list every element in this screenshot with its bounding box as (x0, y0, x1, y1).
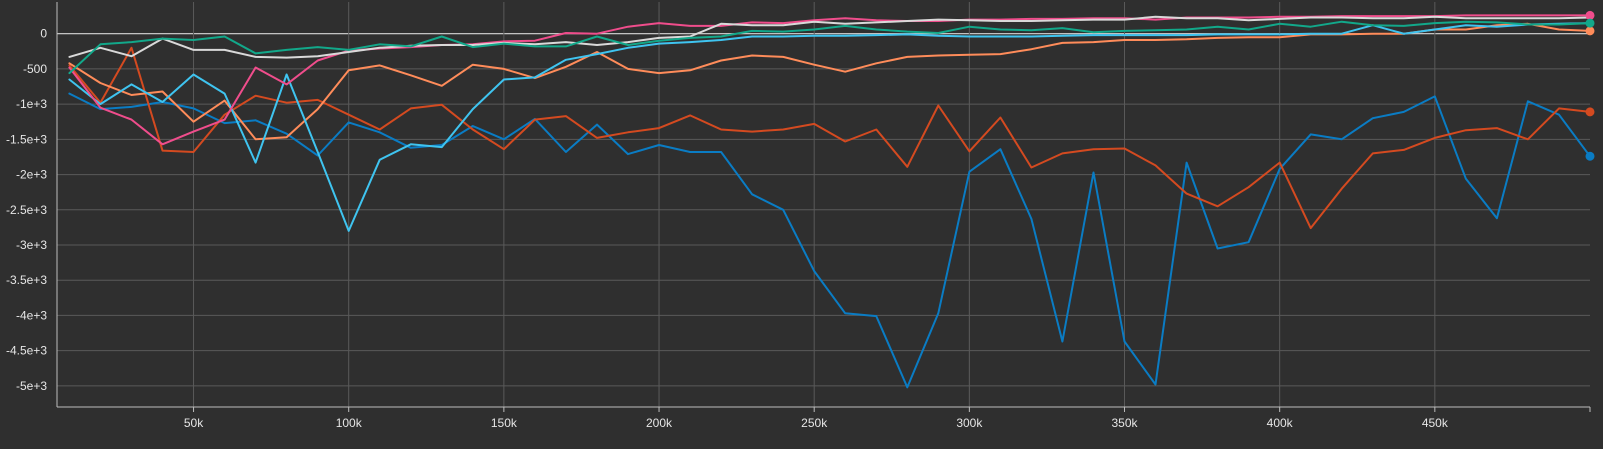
series-line-7 (68, 20, 1591, 75)
y-tick-label: -5e+3 (16, 379, 47, 393)
series-end-point-2[interactable] (1585, 107, 1595, 117)
y-tick-label: -1.5e+3 (6, 132, 47, 146)
y-tick-label: -2e+3 (16, 168, 47, 182)
x-tick-label: 450k (1422, 416, 1449, 430)
series-end-point-7[interactable] (1585, 18, 1595, 28)
series-line-4 (68, 22, 1591, 232)
y-tick-label: -3.5e+3 (6, 273, 47, 287)
series-end-point-5[interactable] (1585, 10, 1595, 20)
series-line-5 (68, 14, 1591, 146)
series-end-point-1[interactable] (1585, 151, 1595, 161)
y-tick-label: -500 (23, 62, 47, 76)
series-end-point-3[interactable] (1585, 26, 1595, 36)
series-line-1 (68, 92, 1591, 389)
gridlines (57, 2, 1590, 407)
series-line-6 (68, 15, 1591, 59)
y-tick-label: -4e+3 (16, 308, 47, 322)
y-tick-label: -2.5e+3 (6, 203, 47, 217)
y-tick-label: -1e+3 (16, 97, 47, 111)
end-markers (1585, 10, 1595, 161)
y-tick-label: -4.5e+3 (6, 344, 47, 358)
y-tick-label: 0 (40, 27, 47, 41)
series-lines (68, 14, 1591, 389)
axes (56, 2, 1591, 412)
x-tick-label: 50k (184, 416, 204, 430)
tick-labels: 0 -500 -1e+3 -1.5e+3 -2e+3 -2.5e+3 -3e+3 -3.5e+… (6, 27, 1449, 430)
series-line-3 (68, 22, 1591, 141)
x-tick-label: 400k (1267, 416, 1294, 430)
x-tick-label: 350k (1111, 416, 1138, 430)
x-tick-label: 250k (801, 416, 828, 430)
x-tick-label: 200k (646, 416, 673, 430)
x-tick-label: 300k (956, 416, 983, 430)
x-tick-label: 100k (336, 416, 363, 430)
x-tick-label: 150k (491, 416, 518, 430)
y-tick-label: -3e+3 (16, 238, 47, 252)
